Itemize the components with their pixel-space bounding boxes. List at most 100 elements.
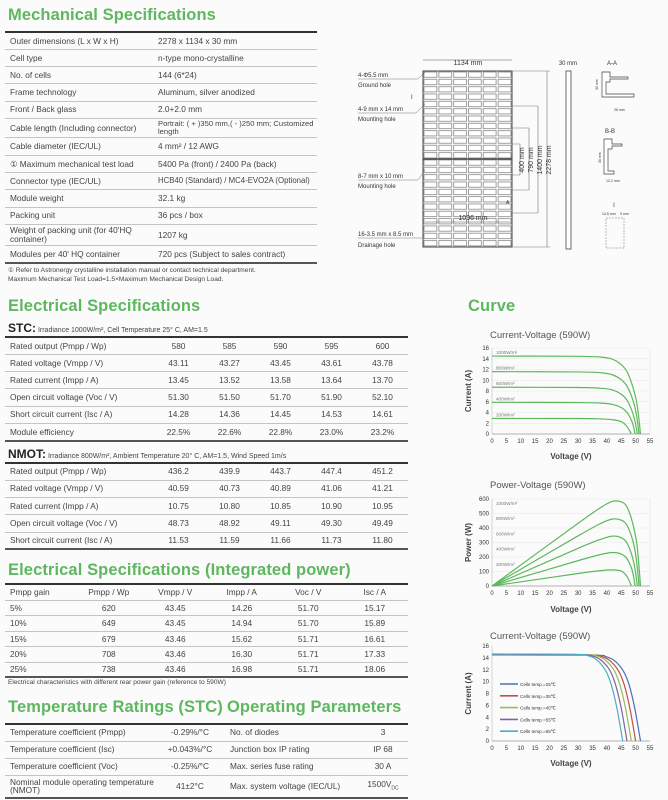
legend-label: Cells temp.=25℃: [520, 682, 557, 687]
y-tick-label: 12: [482, 368, 489, 374]
series-line: [491, 518, 640, 587]
value-cell: 11.59: [204, 532, 255, 551]
table-row: Rated voltage (Vmpp / V) 40.59 40.73 40.89 4…: [5, 480, 408, 498]
temp-label: Nominal module operating temperature (NM…: [5, 775, 155, 799]
value-cell: 15.62: [208, 631, 275, 648]
spec-label: Cell type: [5, 49, 153, 68]
spec-value: 2.0+2.0 mm: [153, 101, 317, 119]
y-tick-label: 600: [479, 497, 490, 503]
param-label: Short circuit current (Isc / A): [5, 406, 153, 424]
x-tick-label: 15: [532, 591, 539, 597]
value-cell: 439.9: [204, 463, 255, 481]
table-row: Rated current (Impp / A) 13.45 13.52 13.58 1…: [5, 371, 408, 390]
chart-title: Current-Voltage (590W): [490, 330, 590, 341]
table-row: 15% 679 43.46 15.62 51.71 16.61: [5, 631, 408, 648]
table-row: Module efficiency 22.5% 22.6% 22.8% 23.0% 23.…: [5, 423, 408, 442]
svg-text:26 mm: 26 mm: [614, 108, 625, 112]
value-cell: 43.11: [153, 354, 204, 373]
x-tick-label: 15: [532, 439, 539, 445]
x-tick-label: 40: [604, 439, 611, 445]
nmot-label: NMOT:: [8, 447, 46, 461]
table-row: ① Maximum mechanical test load 5400 Pa (f…: [5, 155, 317, 174]
column-header: Voc / V: [274, 584, 342, 601]
value-cell: 13.52: [204, 371, 255, 390]
y-tick-label: 14: [482, 656, 489, 662]
value-cell: 590: [255, 337, 306, 355]
value-cell: 48.73: [153, 514, 204, 533]
value-cell: 41.21: [357, 480, 408, 498]
y-tick-label: 4: [486, 411, 490, 417]
spec-label: Front / Back glass: [5, 101, 153, 119]
spec-value: 5400 Pa (front) / 2400 Pa (back): [153, 155, 317, 174]
section-aa-profile: [601, 71, 635, 98]
operating-value: 30 A: [358, 758, 408, 776]
value-cell: 738: [75, 662, 142, 679]
value-cell: 14.94: [208, 615, 275, 632]
curve-title: Curve: [468, 297, 516, 315]
temp-value: -0.29%/°C: [155, 724, 225, 742]
dim-1400: 1400 mm: [537, 145, 544, 174]
value-cell: 16.98: [208, 662, 275, 679]
dim-inner-width: 1096 mm: [458, 215, 487, 222]
series-line: [491, 401, 636, 435]
y-tick-label: 0: [486, 739, 490, 745]
value-cell: 43.61: [306, 354, 357, 373]
x-tick-label: 40: [604, 746, 611, 752]
section-i-profile: [605, 217, 625, 249]
table-row: Temperature coefficient (Pmpp) -0.29%/°C N…: [5, 724, 408, 742]
nmot-cond: Irradiance 800W/m², Ambient Temperature …: [47, 453, 287, 460]
x-tick-label: 0: [490, 591, 494, 597]
series-label: 1000W/m²: [496, 501, 518, 506]
value-cell: 22.6%: [204, 423, 255, 442]
nmot-table: Rated output (Pmpp / Wp) 436.2 439.9 443.7 4…: [5, 462, 408, 551]
table-row: Cable diameter (IEC/UL) 4 mm² / 12 AWG: [5, 137, 317, 156]
spec-value: 144 (6*24): [153, 66, 317, 85]
drain-label: Drainage hole: [358, 243, 396, 249]
operating-label: No. of diodes: [225, 724, 358, 742]
gain-label: 25%: [5, 662, 76, 679]
table-row: Weight of packing unit (for 40'HQ contai…: [5, 224, 317, 246]
value-cell: 13.58: [255, 371, 306, 390]
y-tick-label: 400: [479, 526, 490, 532]
value-cell: 10.95: [357, 497, 408, 516]
y-axis-label: Power (W): [464, 523, 473, 562]
x-axis-label: Voltage (V): [550, 452, 592, 461]
value-cell: 17.33: [341, 646, 408, 663]
x-tick-label: 30: [575, 746, 582, 752]
value-cell: 436.2: [153, 463, 204, 481]
column-header: Impp / A: [208, 584, 275, 601]
x-tick-label: 10: [517, 439, 524, 445]
stc-table: Rated output (Pmpp / Wp) 580 585 590 595 600 R…: [5, 336, 408, 442]
x-tick-label: 30: [575, 439, 582, 445]
series-label: 600W/m²: [496, 531, 515, 536]
value-cell: 41.06: [306, 480, 357, 498]
value-cell: 52.10: [357, 388, 408, 407]
value-cell: 51.30: [153, 388, 204, 407]
x-axis-label: Voltage (V): [550, 759, 592, 768]
series-line: [491, 569, 632, 587]
value-cell: 11.80: [357, 532, 408, 551]
table-row: Temperature coefficient (Isc) +0.043%/°C J…: [5, 741, 408, 759]
series-line: [491, 386, 638, 435]
y-tick-label: 6: [486, 703, 490, 709]
ground-hole-spec: 4-Φ5.5 mm: [358, 73, 388, 79]
spec-value: 32.1 kg: [153, 189, 317, 208]
value-cell: 40.59: [153, 480, 204, 498]
y-tick-label: 12: [482, 668, 489, 674]
param-label: Rated voltage (Vmpp / V): [5, 354, 153, 373]
temp-value: 41±2°C: [155, 775, 225, 799]
value-cell: 10.85: [255, 497, 306, 516]
value-cell: 23.0%: [306, 423, 357, 442]
value-cell: 10.80: [204, 497, 255, 516]
value-cell: 51.70: [274, 600, 342, 617]
value-cell: 600: [357, 337, 408, 355]
section-bb-profile: [603, 138, 623, 175]
series-label: 1000W/m²: [496, 350, 518, 355]
temperature-operating-table: Temperature coefficient (Pmpp) -0.29%/°C N…: [5, 723, 408, 799]
spec-label: No. of cells: [5, 66, 153, 85]
x-tick-label: 45: [618, 591, 625, 597]
value-cell: 49.49: [357, 514, 408, 533]
param-label: Short circuit current (Isc / A): [5, 532, 153, 551]
integrated-footnote: Electrical characteristics with differen…: [8, 679, 226, 686]
column-header: Pmpp / Wp: [75, 584, 142, 601]
